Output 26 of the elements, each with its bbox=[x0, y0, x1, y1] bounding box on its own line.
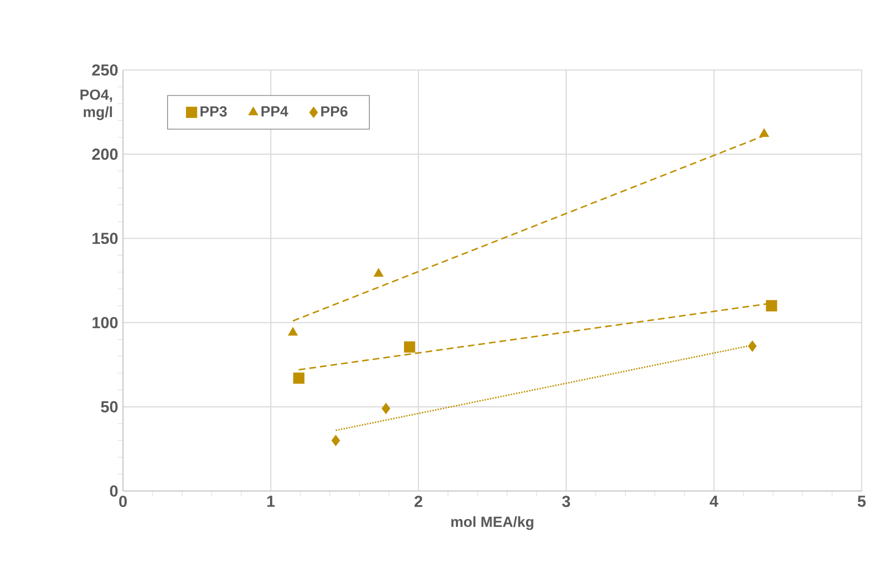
x-tick-label: 0 bbox=[119, 496, 127, 508]
point bbox=[374, 268, 384, 277]
point bbox=[404, 341, 416, 353]
y-axis-title: PO4, mg/l bbox=[80, 89, 112, 120]
y-tick-label: 250 bbox=[92, 64, 118, 76]
x-tick-label: 2 bbox=[414, 496, 422, 507]
x-tick-label: 5 bbox=[858, 496, 866, 507]
x-tick-label: 4 bbox=[710, 496, 718, 507]
y-tick-label: 50 bbox=[100, 401, 118, 412]
point bbox=[766, 300, 778, 312]
point bbox=[293, 372, 304, 384]
x-tick-label: 3 bbox=[562, 496, 570, 508]
y-tick-label: 0 bbox=[110, 485, 118, 497]
point bbox=[759, 128, 770, 137]
point bbox=[331, 434, 340, 446]
legend-label: PP6 bbox=[321, 106, 348, 117]
legend-label: PP3 bbox=[200, 106, 227, 117]
y-tick-label: 150 bbox=[92, 232, 118, 244]
point bbox=[382, 402, 390, 414]
x-tick-label: 1 bbox=[267, 496, 275, 507]
y-tick-label: 100 bbox=[92, 316, 118, 328]
point bbox=[748, 340, 757, 352]
legend-label: PP4 bbox=[262, 106, 288, 116]
y-tick-label: 200 bbox=[92, 148, 118, 160]
point bbox=[288, 327, 298, 336]
x-axis-title: mol MEA/kg bbox=[451, 516, 534, 530]
